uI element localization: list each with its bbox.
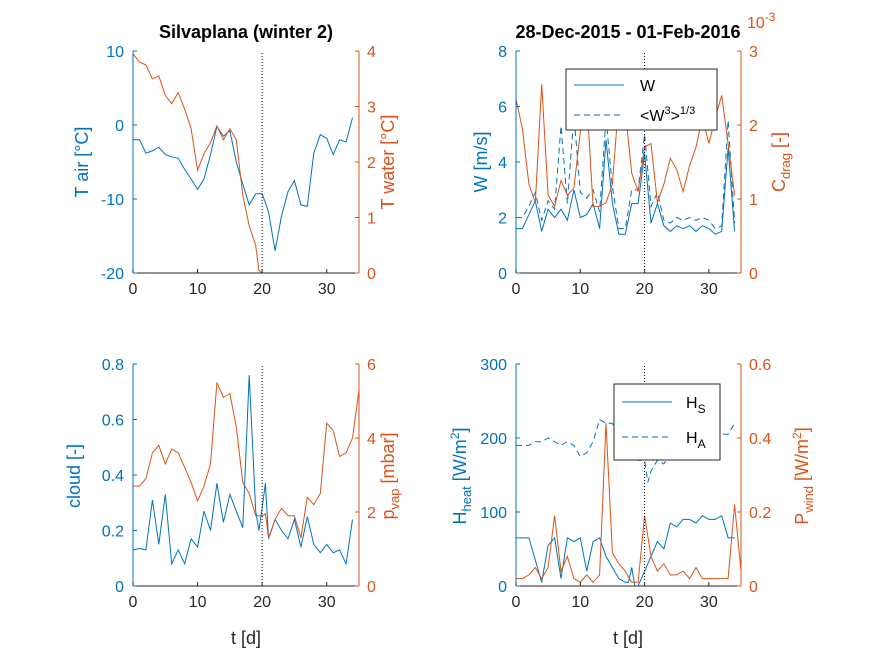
wind-legend: W <W3>1/3: [565, 68, 718, 131]
heat-x-axis-label: t [d]: [613, 628, 643, 648]
panel-wind: 28-Dec-2015 - 01-Feb-2016 0 10 20 30 0 2 4 6 8 0 1…: [471, 10, 793, 298]
temperature-right-axis-label: T water [°C]: [378, 115, 398, 210]
cloud-series-0: [132, 375, 353, 566]
heat-series-0: [516, 514, 735, 587]
wind-left-tick-label: 2: [498, 211, 507, 228]
temperature-right-tick-label: 0: [367, 266, 376, 283]
temperature-left-tick-label: 10: [106, 44, 124, 61]
cloud-x-axis-label: t [d]: [231, 628, 261, 648]
heat-right-tick-label: 0.4: [749, 431, 771, 448]
cloud-left-tick-label: 0.4: [102, 468, 124, 485]
heat-left-axis-label: Hheat [W/m2]: [448, 427, 474, 524]
temperature-plot: 0 10 20 30 -20 -10 0 10 0 1 2 3 4: [101, 44, 376, 298]
panel-temperature: Silvaplana (winter 2) 0 10 20 30 -20 -10 0 10 0 1…: [72, 22, 398, 298]
heat-x-tick-label: 10: [571, 594, 589, 611]
cloud-right-tick-label: 4: [367, 431, 376, 448]
heat-left-tick-label: 100: [480, 505, 507, 522]
heat-left-tick-label: 200: [480, 431, 507, 448]
wind-right-tick-label: 1: [749, 192, 758, 209]
temperature-x-tick-label: 10: [189, 281, 207, 298]
temperature-x-tick-label: 30: [318, 281, 336, 298]
cloud-x-tick-label: 10: [189, 594, 207, 611]
temperature-right-tick-label: 3: [367, 100, 376, 117]
wind-x-tick-label: 30: [700, 281, 718, 298]
wind-series-0: [516, 139, 736, 235]
wind-left-tick-label: 4: [498, 155, 507, 172]
panel-cloud: 0 10 20 30 0 0.2 0.4 0.6 0.8 0 2 4 6 cloud [-] pvap …: [64, 357, 402, 648]
cloud-series-1: [133, 382, 360, 539]
cloud-x-tick-label: 30: [318, 594, 336, 611]
cloud-left-tick-label: 0.2: [102, 524, 124, 541]
temperature-left-axis-label: T air [°C]: [72, 127, 92, 198]
right-title: 28-Dec-2015 - 01-Feb-2016: [515, 22, 740, 42]
wind-right-tick-label: 0: [749, 266, 758, 283]
wind-x-tick-label: 10: [571, 281, 589, 298]
temperature-left-tick-label: 0: [115, 118, 124, 135]
wind-left-axis-label: W [m/s]: [471, 132, 491, 193]
heat-right-tick-label: 0: [749, 579, 758, 596]
temperature-left-tick-label: -10: [101, 192, 124, 209]
cloud-left-axis-label: cloud [-]: [64, 444, 84, 508]
left-title: Silvaplana (winter 2): [159, 22, 333, 42]
cloud-right-axis-label: pvap [mbar]: [378, 433, 402, 520]
cloud-plot: 0 10 20 30 0 0.2 0.4 0.6 0.8 0 2 4 6: [102, 357, 376, 611]
heat-x-tick-label: 0: [512, 594, 521, 611]
cloud-x-tick-label: 0: [129, 594, 138, 611]
temperature-left-tick-label: -20: [101, 266, 124, 283]
cloud-left-tick-label: 0: [115, 579, 124, 596]
wind-right-axis-label: Cdrag [-]: [769, 132, 793, 192]
wind-right-tick-label: 3: [749, 44, 758, 61]
heat-x-tick-label: 30: [700, 594, 718, 611]
heat-right-tick-label: 0.6: [749, 357, 771, 374]
cloud-right-tick-label: 2: [367, 505, 376, 522]
cloud-right-tick-label: 6: [367, 357, 376, 374]
cloud-left-tick-label: 0.6: [102, 413, 124, 430]
heat-x-tick-label: 20: [636, 594, 654, 611]
wind-left-tick-label: 0: [498, 266, 507, 283]
heat-right-tick-label: 0.2: [749, 505, 771, 522]
heat-legend-box: [613, 383, 721, 461]
wind-left-tick-label: 6: [498, 100, 507, 117]
heat-series-2: [516, 423, 742, 584]
wind-legend-box: [565, 68, 718, 131]
wind-x-tick-label: 0: [512, 281, 521, 298]
temperature-x-tick-label: 0: [129, 281, 138, 298]
temperature-right-tick-label: 4: [367, 44, 376, 61]
temperature-series-0: [133, 117, 353, 251]
wind-right-exponent: 10-3: [747, 10, 776, 32]
wind-series-1: [516, 114, 736, 230]
temperature-series-1: [132, 53, 263, 274]
wind-right-tick-label: 2: [749, 118, 758, 135]
wind-plot: 0 10 20 30 0 2 4 6 8 0 1 2 3: [498, 44, 758, 298]
heat-legend: HS HA: [613, 383, 721, 461]
temperature-x-tick-label: 20: [253, 281, 271, 298]
temperature-right-tick-label: 2: [367, 155, 376, 172]
heat-left-tick-label: 0: [498, 579, 507, 596]
cloud-left-tick-label: 0.8: [102, 357, 124, 374]
wind-legend-label-w: W: [640, 78, 656, 95]
temperature-right-tick-label: 1: [367, 211, 376, 228]
cloud-x-tick-label: 20: [253, 594, 271, 611]
wind-x-tick-label: 20: [636, 281, 654, 298]
heat-right-axis-label: Pwind [W/m2]: [790, 427, 816, 524]
heat-left-tick-label: 300: [480, 357, 507, 374]
wind-left-tick-label: 8: [498, 44, 507, 61]
cloud-right-tick-label: 0: [367, 579, 376, 596]
